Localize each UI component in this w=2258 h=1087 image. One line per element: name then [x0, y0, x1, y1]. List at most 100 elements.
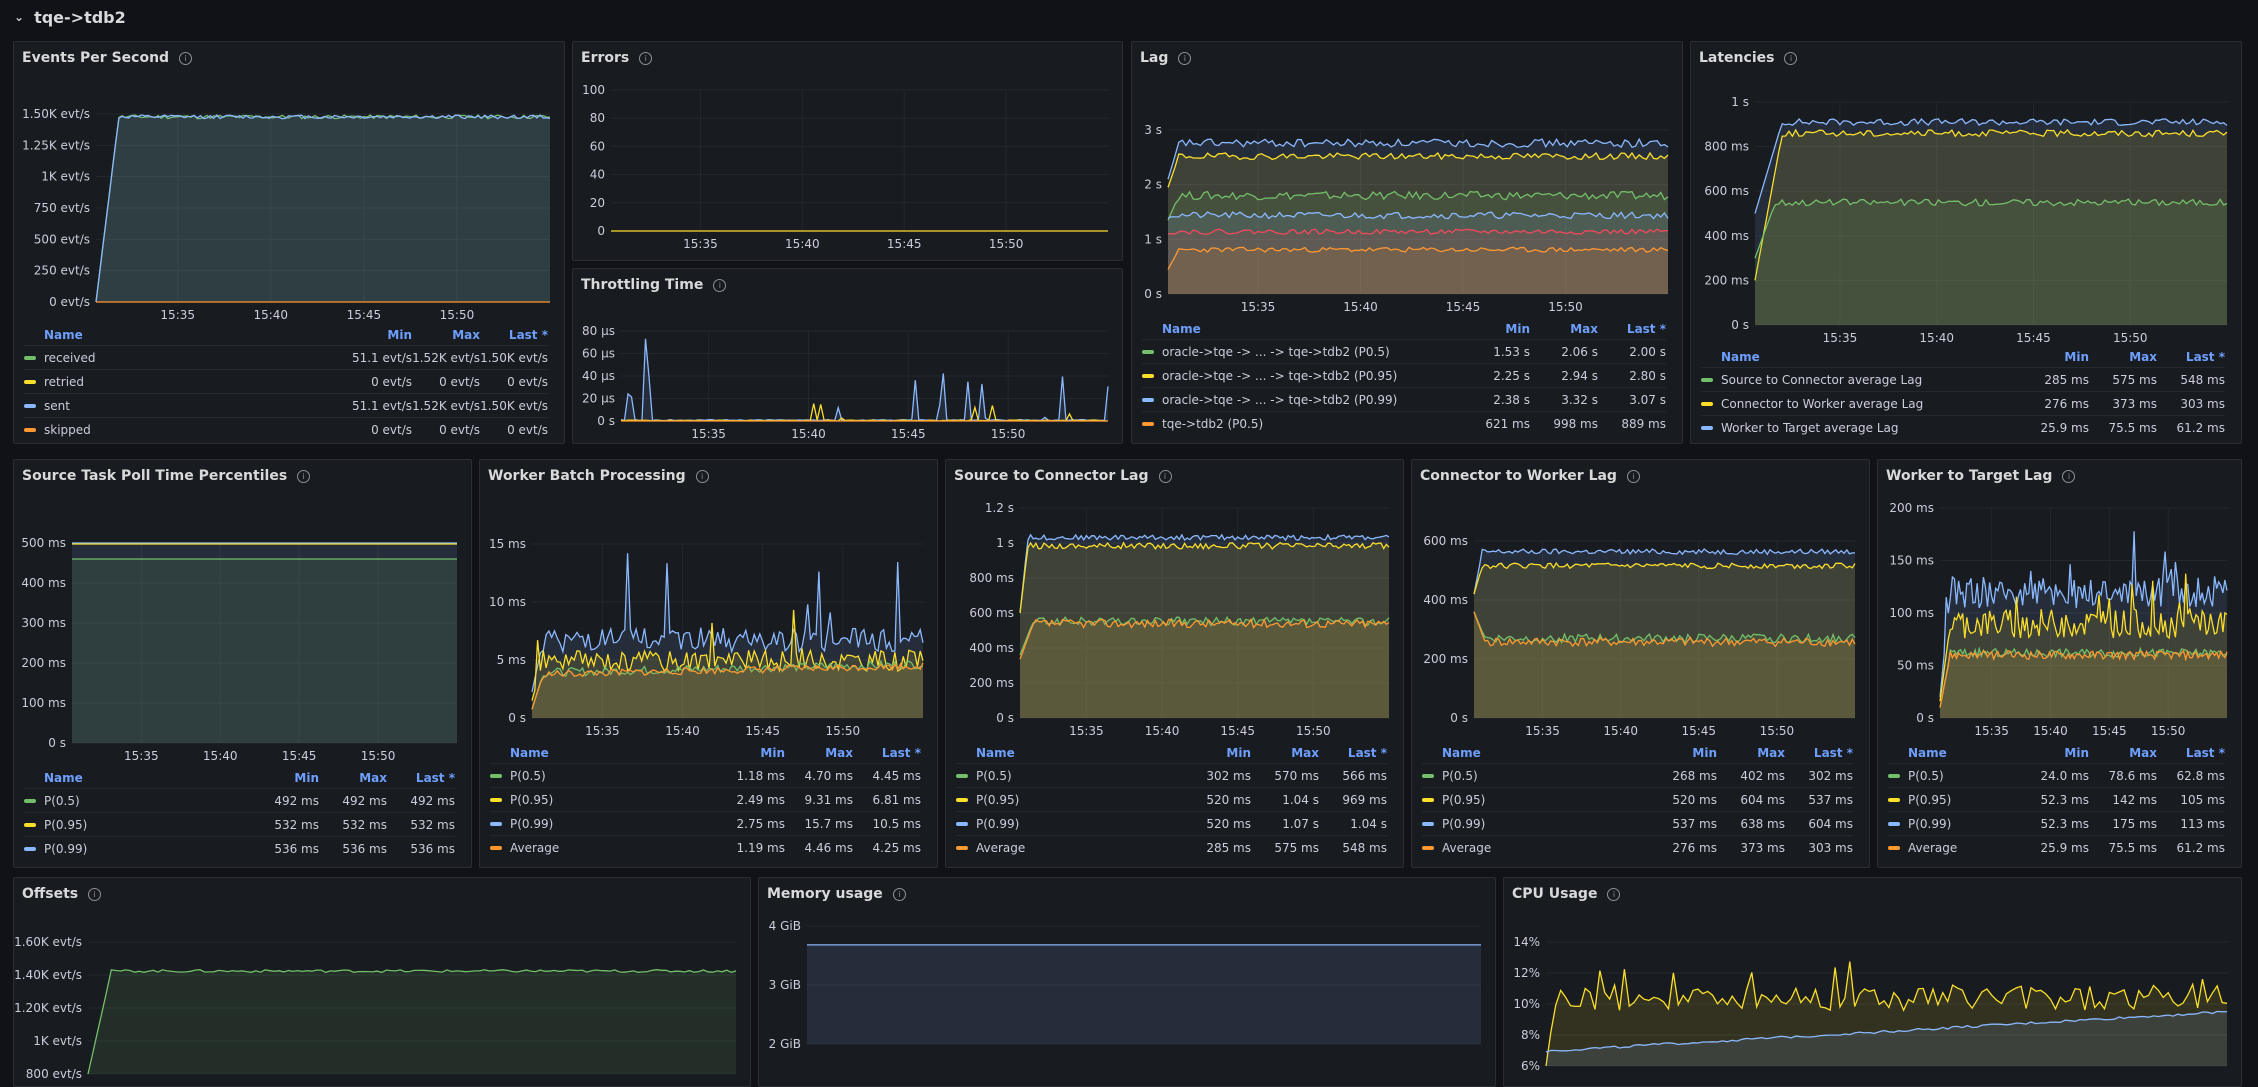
series-line[interactable] [1019, 533, 1390, 614]
legend-row[interactable]: P(0.99) 537 ms 638 ms 604 ms [1422, 811, 1853, 835]
legend-row[interactable]: Connector to Worker average Lag 276 ms 373… [1701, 391, 2225, 415]
legend-series-name[interactable]: oracle->tqe -> ... -> tqe->tdb2 (P0.99) [1142, 393, 1462, 407]
panel-throttling-time[interactable]: Throttling Time i 80 µs 60 µs 40 µs 20 µs 0 s 1… [572, 268, 1123, 444]
panel-errors[interactable]: Errors i 100 80 60 40 20 0 15:35 15:40 15:45 15:50 [572, 41, 1123, 261]
legend-row[interactable]: P(0.95) 532 ms 532 ms 532 ms [24, 812, 455, 836]
series-line[interactable] [1167, 137, 1669, 180]
legend-header-max[interactable]: Max [2129, 350, 2157, 364]
legend-series-name[interactable]: oracle->tqe -> ... -> tqe->tdb2 (P0.5) [1142, 345, 1462, 359]
legend-header-max[interactable]: Max [1757, 746, 1785, 760]
legend-series-name[interactable]: P(0.5) [24, 794, 251, 808]
legend-row[interactable]: P(0.99) 2.75 ms 15.7 ms 10.5 ms [490, 811, 921, 835]
legend-header-max[interactable]: Max [359, 771, 387, 785]
legend-header-last[interactable]: Last * [2185, 746, 2225, 760]
panel-latencies[interactable]: Latencies i 1 s 800 ms 600 ms 400 ms 200 ms 0 s… [1690, 41, 2242, 444]
legend-row[interactable]: received 51.1 evt/s 1.52K evt/s 1.50K evt/s [24, 345, 548, 369]
legend-header-min[interactable]: Min [2064, 746, 2089, 760]
legend-row[interactable]: P(0.99) 520 ms 1.07 s 1.04 s [956, 811, 1387, 835]
legend-series-name[interactable]: Connector to Worker average Lag [1701, 397, 2021, 411]
legend-header-name[interactable]: Name [44, 328, 83, 342]
legend-row[interactable]: P(0.5) 492 ms 492 ms 492 ms [24, 788, 455, 812]
series-line[interactable] [1939, 531, 2228, 698]
info-icon[interactable]: i [1178, 51, 1192, 65]
legend-header-min[interactable]: Min [294, 771, 319, 785]
legend-series-name[interactable]: oracle->tqe -> ... -> tqe->tdb2 (P0.95) [1142, 369, 1462, 383]
legend-row[interactable]: P(0.99) 536 ms 536 ms 536 ms [24, 836, 455, 860]
legend-row[interactable]: tqe->tdb2 (P0.5) 621 ms 998 ms 889 ms [1142, 411, 1666, 435]
legend-row[interactable]: skipped 0 evt/s 0 evt/s 0 evt/s [24, 417, 548, 441]
info-icon[interactable]: i [2062, 469, 2076, 483]
legend-series-name[interactable]: P(0.99) [1422, 817, 1649, 831]
legend-header-name[interactable]: Name [976, 746, 1015, 760]
legend-row[interactable]: Average 1.19 ms 4.46 ms 4.25 ms [490, 835, 921, 859]
legend-series-name[interactable]: tqe->tdb2 (P0.5) [1142, 417, 1462, 431]
series-line[interactable] [1019, 615, 1390, 656]
legend-series-name[interactable]: retried [24, 375, 344, 389]
panel-events-per-second[interactable]: Events Per Second i 1.50K evt/s 1.25K evt/s… [13, 41, 565, 444]
legend-row[interactable]: oracle->tqe -> ... -> tqe->tdb2 (P0.95) 2… [1142, 363, 1666, 387]
legend-series-name[interactable]: P(0.5) [1888, 769, 2021, 783]
panel-worker-to-target-lag[interactable]: Worker to Target Lag i 200 ms 150 ms 100 ms 5… [1877, 459, 2242, 868]
legend-header-last[interactable]: Last * [415, 771, 455, 785]
legend-row[interactable]: sent 51.1 evt/s 1.52K evt/s 1.50K evt/s [24, 393, 548, 417]
info-icon[interactable]: i [1158, 469, 1172, 483]
series-line[interactable] [1939, 646, 2228, 708]
legend-header-name[interactable]: Name [1162, 322, 1201, 336]
legend-series-name[interactable]: Source to Connector average Lag [1701, 373, 2021, 387]
legend-series-name[interactable]: Average [490, 841, 717, 855]
legend-series-name[interactable]: Average [1888, 841, 2021, 855]
series-line[interactable] [1545, 1010, 2228, 1053]
row-header[interactable]: ⌄ tqe->tdb2 [14, 0, 126, 34]
panel-source-to-connector-lag[interactable]: Source to Connector Lag i 1.2 s 1 s 800 ms 60… [945, 459, 1404, 868]
legend-header-min[interactable]: Min [387, 328, 412, 342]
legend-header-last[interactable]: Last * [1626, 322, 1666, 336]
legend-header-last[interactable]: Last * [1813, 746, 1853, 760]
series-line[interactable] [1168, 228, 1669, 235]
legend-header-name[interactable]: Name [1908, 746, 1947, 760]
series-line[interactable] [1473, 548, 1855, 595]
legend-header-last[interactable]: Last * [881, 746, 921, 760]
series-line[interactable] [1167, 151, 1669, 188]
panel-cpu-usage[interactable]: CPU Usage i 14% 12% 10% 8% 6% [1503, 877, 2242, 1087]
legend-row[interactable]: oracle->tqe -> ... -> tqe->tdb2 (P0.99) 2… [1142, 387, 1666, 411]
info-icon[interactable]: i [1784, 51, 1798, 65]
legend-row[interactable]: P(0.5) 268 ms 402 ms 302 ms [1422, 763, 1853, 787]
legend-series-name[interactable]: P(0.95) [956, 793, 1183, 807]
info-icon[interactable]: i [179, 51, 193, 65]
legend-row[interactable]: Average 285 ms 575 ms 548 ms [956, 835, 1387, 859]
legend-series-name[interactable]: Average [956, 841, 1183, 855]
info-icon[interactable]: i [88, 887, 102, 901]
legend-series-name[interactable]: received [24, 351, 344, 365]
legend-header-min[interactable]: Min [1226, 746, 1251, 760]
panel-connector-to-worker-lag[interactable]: Connector to Worker Lag i 600 ms 400 ms 200 … [1411, 459, 1870, 868]
series-line[interactable] [1167, 246, 1669, 270]
legend-series-name[interactable]: P(0.99) [1888, 817, 2021, 831]
series-line[interactable] [1754, 118, 2228, 214]
info-icon[interactable]: i [695, 469, 709, 483]
legend-row[interactable]: P(0.95) 520 ms 1.04 s 969 ms [956, 787, 1387, 811]
panel-offsets[interactable]: Offsets i 1.60K evt/s 1.40K evt/s 1.20K evt/… [13, 877, 751, 1087]
panel-memory-usage[interactable]: Memory usage i 4 GiB 3 GiB 2 GiB [758, 877, 1496, 1087]
legend-series-name[interactable]: sent [24, 399, 344, 413]
legend-series-name[interactable]: skipped [24, 423, 344, 437]
series-line[interactable] [620, 403, 1109, 422]
info-icon[interactable]: i [892, 887, 906, 901]
series-line[interactable] [531, 609, 924, 701]
legend-header-max[interactable]: Max [452, 328, 480, 342]
legend-header-last[interactable]: Last * [508, 328, 548, 342]
info-icon[interactable]: i [297, 469, 311, 483]
legend-header-max[interactable]: Max [2129, 746, 2157, 760]
legend-row[interactable]: P(0.99) 52.3 ms 175 ms 113 ms [1888, 811, 2225, 835]
legend-series-name[interactable]: P(0.5) [1422, 769, 1649, 783]
legend-row[interactable]: P(0.5) 24.0 ms 78.6 ms 62.8 ms [1888, 763, 2225, 787]
legend-header-name[interactable]: Name [1721, 350, 1760, 364]
legend-series-name[interactable]: Average [1422, 841, 1649, 855]
legend-header-max[interactable]: Max [825, 746, 853, 760]
series-line[interactable] [1545, 961, 2228, 1067]
legend-header-name[interactable]: Name [44, 771, 83, 785]
panel-source-task-poll-time[interactable]: Source Task Poll Time Percentiles i 500 ms… [13, 459, 472, 868]
series-line[interactable] [531, 662, 924, 710]
legend-row[interactable]: P(0.95) 52.3 ms 142 ms 105 ms [1888, 787, 2225, 811]
legend-row[interactable]: Worker to Target average Lag 25.9 ms 75.5 … [1701, 415, 2225, 439]
series-line[interactable] [95, 114, 551, 303]
